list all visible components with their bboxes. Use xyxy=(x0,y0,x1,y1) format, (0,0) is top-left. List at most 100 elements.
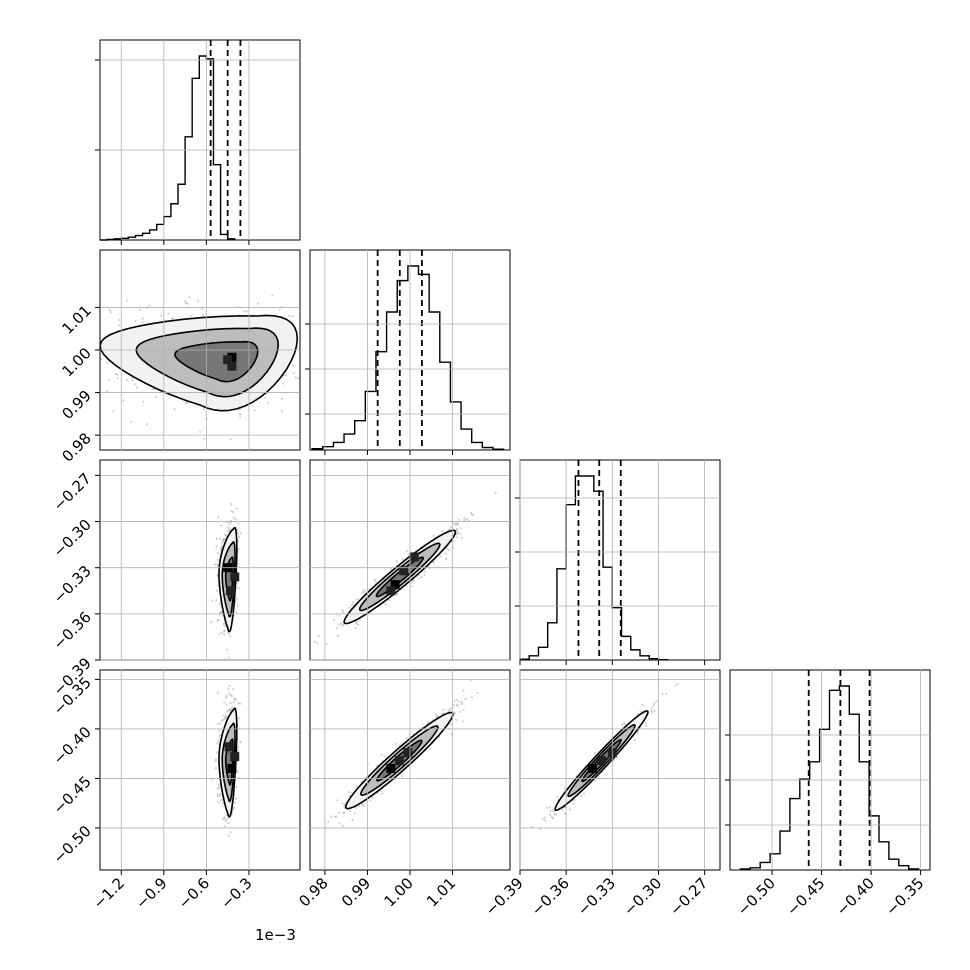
scatter-point xyxy=(476,691,479,695)
x-tick-label: 0.99 xyxy=(338,874,374,910)
scatter-point xyxy=(221,539,224,542)
scatter-point xyxy=(134,383,137,386)
scatter-point xyxy=(237,522,240,525)
panel-frame xyxy=(519,669,721,871)
scatter-point xyxy=(171,316,174,320)
scatter-point xyxy=(341,802,344,805)
histogram-step xyxy=(311,265,505,450)
scatter-point xyxy=(461,720,465,723)
grid-lines xyxy=(100,250,300,450)
scatter-point xyxy=(429,747,432,750)
scatter-point xyxy=(236,749,240,752)
scatter-point xyxy=(356,623,360,626)
scatter-point xyxy=(216,787,219,790)
scatter-point xyxy=(219,793,222,796)
scatter-point xyxy=(211,599,214,602)
scatter-point xyxy=(457,704,460,707)
scatter-point xyxy=(141,321,144,324)
scatter-point xyxy=(220,719,223,722)
x-tick-label: 1.00 xyxy=(380,874,416,910)
scatter-point xyxy=(676,682,679,685)
density-bin xyxy=(386,586,396,596)
scatter-point xyxy=(650,709,653,712)
scatter-point xyxy=(281,410,284,413)
scatter-point xyxy=(227,710,231,713)
scatter-point xyxy=(652,703,655,706)
scatter-point xyxy=(48,370,50,372)
scatter-point xyxy=(234,797,238,800)
scatter-point xyxy=(223,533,227,536)
scatter-point xyxy=(235,698,238,701)
scatter-point xyxy=(83,326,85,328)
scatter-point xyxy=(236,770,240,773)
scatter-point xyxy=(203,437,206,440)
scatter-point xyxy=(234,600,237,603)
scatter-point xyxy=(105,390,108,393)
scatter-point xyxy=(645,724,648,727)
scatter-point xyxy=(650,706,654,709)
scatter-point xyxy=(217,722,220,725)
scatter-point xyxy=(245,310,248,313)
scatter-point xyxy=(353,811,356,815)
scatter-point xyxy=(554,813,557,816)
scatter-point xyxy=(556,795,559,799)
scatter-point xyxy=(201,307,204,310)
scatter-point xyxy=(549,809,552,812)
scatter-point xyxy=(281,397,284,400)
x-tick-label: −1.2 xyxy=(90,874,128,912)
scatter-point xyxy=(236,582,239,585)
scatter-point xyxy=(230,509,233,513)
scatter-point xyxy=(239,532,242,535)
scatter-point xyxy=(243,310,246,313)
scatter-point xyxy=(321,363,323,365)
axis-offset-label: 1e−3 xyxy=(255,926,296,944)
scatter-point xyxy=(114,372,117,376)
scatter-point xyxy=(551,817,555,820)
scatter-point xyxy=(218,734,221,737)
scatter-point xyxy=(450,733,453,736)
scatter-point xyxy=(665,692,668,695)
density-bin xyxy=(409,552,419,562)
scatter-point xyxy=(214,563,217,566)
scatter-point xyxy=(229,701,232,705)
scatter-point xyxy=(454,523,457,526)
scatter-point xyxy=(494,492,497,495)
scatter-point xyxy=(222,538,225,541)
scatter-point xyxy=(455,528,459,531)
scatter-point xyxy=(423,570,426,573)
scatter-point xyxy=(227,526,230,529)
scatter-point xyxy=(130,420,133,423)
scatter-point xyxy=(571,802,574,805)
scatter-point xyxy=(223,825,226,828)
scatter-point xyxy=(384,603,387,606)
scatter-point xyxy=(122,399,125,402)
scatter-point xyxy=(456,530,459,533)
scatter-point xyxy=(453,712,456,715)
scatter-point xyxy=(374,578,377,582)
scatter-point xyxy=(405,737,408,740)
scatter-point xyxy=(218,632,221,635)
scatter-point xyxy=(580,794,583,798)
scatter-point xyxy=(223,717,226,720)
scatter-point xyxy=(472,513,475,516)
scatter-point xyxy=(225,648,229,651)
scatter-point xyxy=(226,817,229,820)
scatter-point xyxy=(455,718,458,721)
scatter-point xyxy=(220,611,223,614)
scatter-point xyxy=(541,818,544,821)
scatter-point xyxy=(239,740,242,744)
grid-lines xyxy=(310,460,510,661)
scatter-point xyxy=(223,629,226,632)
scatter-point xyxy=(210,620,213,624)
grid-lines xyxy=(100,40,300,240)
panel-frame xyxy=(99,39,301,241)
scatter-point xyxy=(253,409,256,412)
scatter-point xyxy=(455,698,458,702)
scatter-point xyxy=(297,377,300,380)
scatter-point xyxy=(229,708,232,711)
scatter-point xyxy=(214,759,217,762)
scatter-point xyxy=(563,787,567,791)
scatter-point xyxy=(185,302,188,305)
scatter-point xyxy=(448,708,452,711)
scatter-panel-3-0 xyxy=(99,669,301,871)
